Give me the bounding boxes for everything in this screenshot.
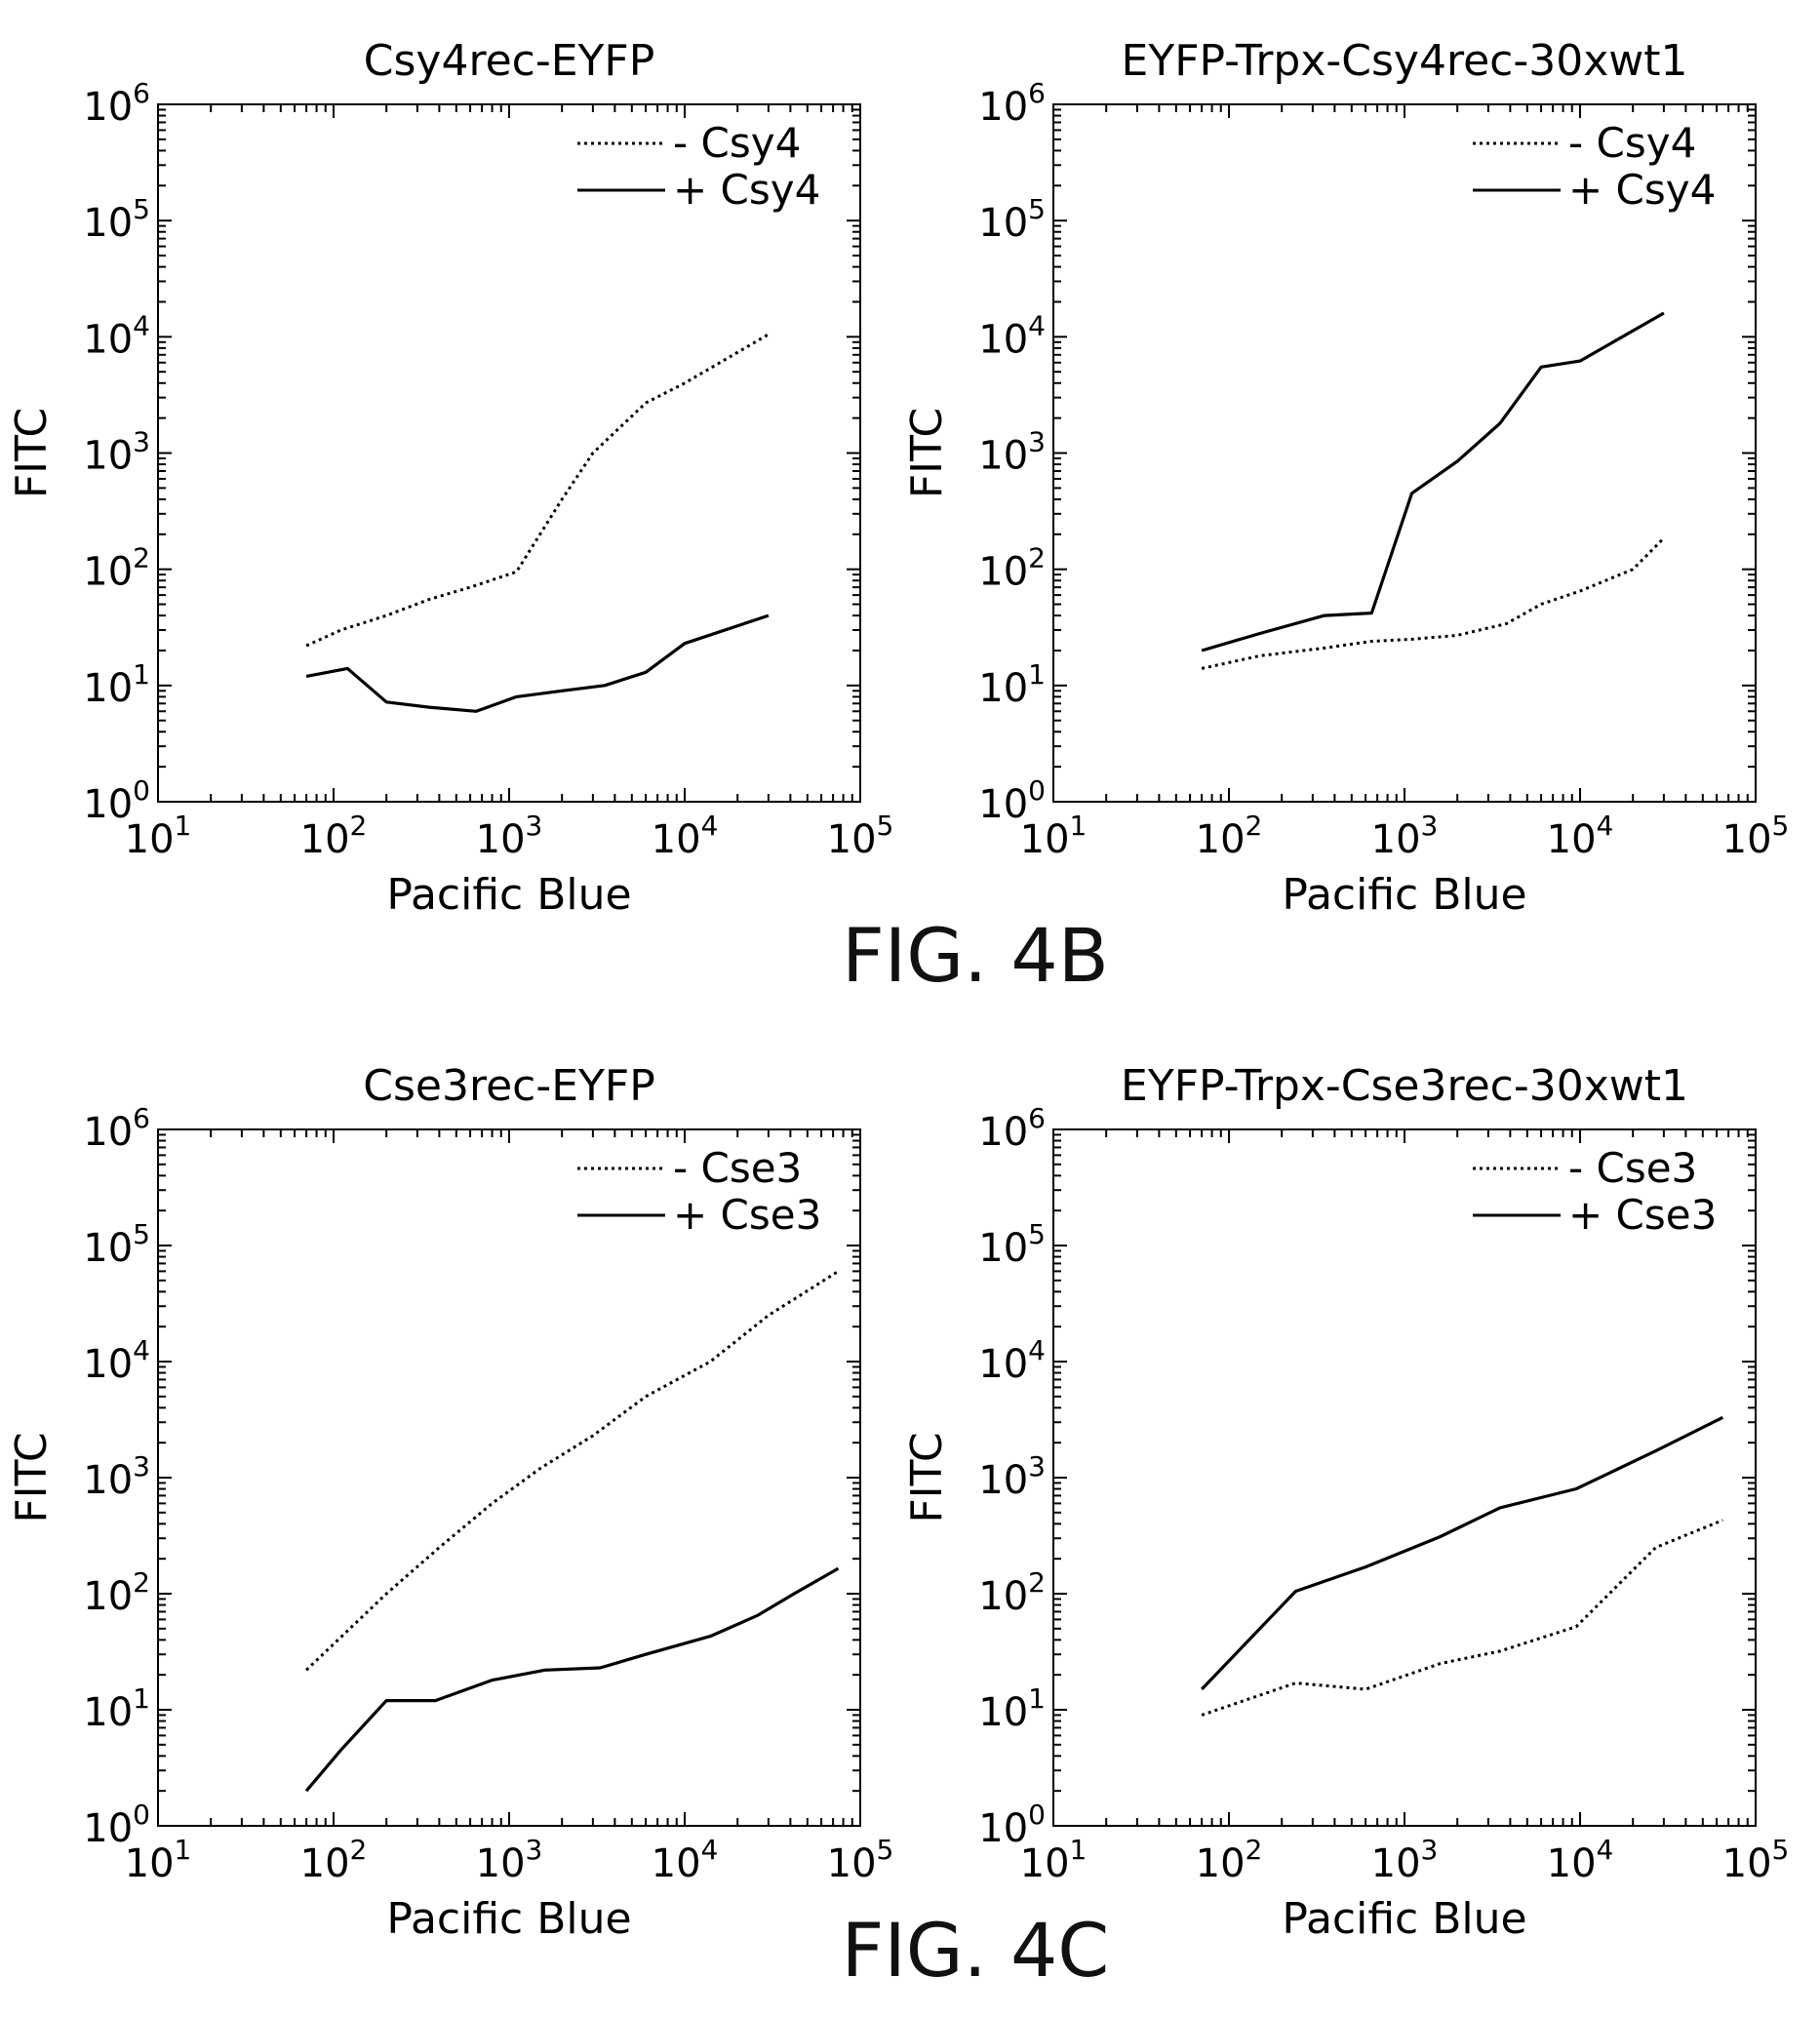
y-axis-label: FITC — [902, 408, 952, 498]
chart-title: EYFP-Trpx-Csy4rec-30xwt1 — [1122, 36, 1688, 86]
y-tick-label: 103 — [83, 426, 150, 479]
x-tick-label: 102 — [1196, 810, 1263, 862]
x-tick-label: 101 — [125, 810, 192, 862]
figure-caption-4b: FIG. 4B — [842, 912, 1109, 999]
y-tick-label: 100 — [978, 774, 1046, 827]
x-tick-label: 104 — [652, 1834, 719, 1886]
legend-label: + Csy4 — [673, 166, 820, 214]
y-tick-label: 103 — [978, 1450, 1046, 1503]
x-axis-label: Pacific Blue — [386, 870, 631, 920]
y-tick-label: 104 — [978, 1334, 1046, 1387]
y-tick-label: 106 — [978, 77, 1046, 130]
x-axis-label: Pacific Blue — [386, 1894, 631, 1944]
y-tick-label: 106 — [83, 1102, 150, 1155]
legend-label: - Csy4 — [1568, 119, 1696, 167]
x-tick-label: 105 — [1722, 810, 1790, 862]
y-tick-label: 101 — [978, 1682, 1046, 1735]
y-tick-label: 106 — [978, 1102, 1046, 1155]
series-line-plus — [305, 613, 770, 713]
data-point — [1662, 536, 1666, 540]
series-line-minus — [305, 1270, 840, 1672]
data-point — [837, 1269, 841, 1273]
chart-panel-1: 101 102 103 104 105100101102103104105106Csy4… — [7, 36, 893, 920]
x-tick-label: 102 — [1196, 1834, 1263, 1886]
y-axis-label: FITC — [902, 1432, 952, 1523]
chart-title: EYFP-Trpx-Cse3rec-30xwt1 — [1121, 1061, 1688, 1111]
y-tick-label: 101 — [83, 1682, 150, 1735]
x-tick-label: 103 — [1371, 810, 1439, 862]
data-point — [1258, 653, 1262, 657]
figure-caption-4c: FIG. 4C — [841, 1907, 1110, 1994]
y-tick-label: 103 — [83, 1450, 150, 1503]
y-tick-label: 100 — [978, 1799, 1046, 1851]
y-tick-label: 104 — [978, 309, 1046, 362]
chart-title: Cse3rec-EYFP — [363, 1061, 655, 1111]
y-tick-label: 106 — [83, 77, 150, 130]
series-line-plus — [304, 1566, 840, 1793]
x-tick-label: 102 — [300, 1834, 368, 1886]
y-tick-label: 102 — [83, 1566, 150, 1619]
y-axis-label: FITC — [7, 408, 57, 498]
y-tick-label: 105 — [83, 1218, 150, 1271]
x-axis-label: Pacific Blue — [1282, 1894, 1526, 1944]
series-line-minus — [1201, 1519, 1723, 1717]
y-tick-label: 104 — [83, 309, 150, 362]
legend-label: + Csy4 — [1568, 166, 1716, 214]
x-tick-label: 104 — [1547, 1834, 1614, 1886]
y-tick-label: 100 — [83, 1799, 150, 1851]
x-tick-label: 103 — [476, 810, 543, 862]
y-tick-label: 105 — [978, 193, 1046, 246]
y-tick-label: 101 — [978, 658, 1046, 711]
y-tick-label: 105 — [83, 193, 150, 246]
x-tick-label: 103 — [1371, 1834, 1439, 1886]
x-tick-label: 103 — [476, 1834, 543, 1886]
x-tick-label: 104 — [1547, 810, 1614, 862]
y-tick-label: 102 — [978, 1566, 1046, 1619]
x-tick-label: 101 — [125, 1834, 192, 1886]
legend-label: - Cse3 — [673, 1144, 802, 1192]
series-line-minus — [305, 333, 770, 648]
x-tick-label: 105 — [827, 810, 894, 862]
chart-panel-2: 101 102 103 104 105100101102103104105106EYFP… — [902, 36, 1789, 920]
x-tick-label: 102 — [300, 810, 368, 862]
series-line-plus — [1200, 1415, 1724, 1691]
y-tick-label: 102 — [978, 542, 1046, 595]
chart-panel-4: 101 102 103 104 105100101102103104105106EYFP… — [902, 1061, 1789, 1944]
y-tick-label: 104 — [83, 1334, 150, 1387]
chart-panel-3: 101 102 103 104 105100101102103104105106Cse3… — [7, 1061, 893, 1944]
legend-label: + Cse3 — [1568, 1191, 1717, 1239]
legend-label: - Csy4 — [673, 119, 801, 167]
series-line-plus — [1201, 311, 1665, 653]
x-tick-label: 105 — [827, 1834, 894, 1886]
y-tick-label: 105 — [978, 1218, 1046, 1271]
y-axis-label: FITC — [7, 1432, 57, 1523]
chart-title: Csy4rec-EYFP — [364, 36, 654, 86]
legend-label: - Cse3 — [1568, 1144, 1697, 1192]
x-tick-label: 101 — [1020, 810, 1088, 862]
y-tick-label: 102 — [83, 542, 150, 595]
x-tick-label: 104 — [652, 810, 719, 862]
x-axis-label: Pacific Blue — [1282, 870, 1526, 920]
y-tick-label: 100 — [83, 774, 150, 827]
legend-label: + Cse3 — [673, 1191, 821, 1239]
x-tick-label: 105 — [1722, 1834, 1790, 1886]
y-tick-label: 103 — [978, 426, 1046, 479]
series-line-minus — [1201, 536, 1665, 670]
y-tick-label: 101 — [83, 658, 150, 711]
x-tick-label: 101 — [1020, 1834, 1088, 1886]
